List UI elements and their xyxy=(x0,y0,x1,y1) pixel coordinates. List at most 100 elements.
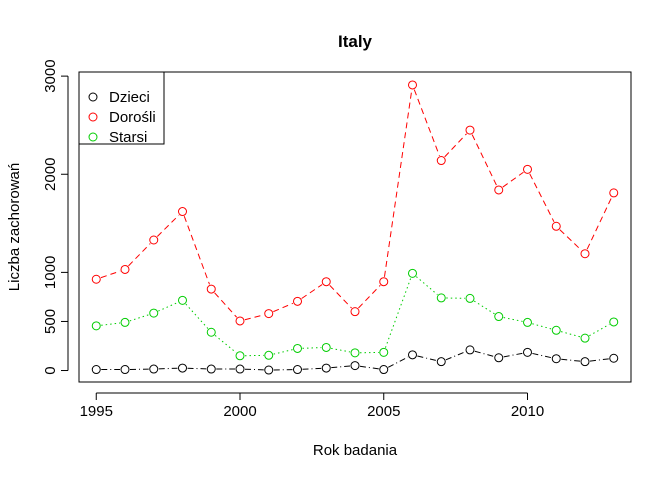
data-point xyxy=(178,363,187,373)
data-point xyxy=(408,80,417,90)
legend-label: Dorośli xyxy=(109,109,156,126)
series-line-segment xyxy=(474,350,495,357)
data-point xyxy=(551,354,561,364)
series-line-segment xyxy=(413,89,440,157)
data-point xyxy=(91,365,101,375)
series-line-segment xyxy=(185,303,209,329)
series-line-segment xyxy=(214,335,237,354)
series-line-segment xyxy=(183,216,210,285)
data-point xyxy=(494,312,504,322)
data-point xyxy=(379,277,389,287)
axes: 1995 2000 2005 2010 0 500 1000 2000 3000 xyxy=(42,59,544,420)
data-point xyxy=(609,317,619,327)
series-line-segment xyxy=(129,314,150,322)
series-line-segment xyxy=(559,229,582,251)
series-line-segment xyxy=(214,292,238,318)
series-line-segment xyxy=(156,214,180,237)
data-point xyxy=(235,351,245,361)
series-line-segment xyxy=(503,317,523,322)
series-line-segment xyxy=(100,270,121,279)
data-point xyxy=(551,221,561,231)
series-line-segment xyxy=(444,133,467,158)
data-point xyxy=(149,364,159,374)
data-point xyxy=(580,357,590,367)
data-point xyxy=(321,363,331,373)
series-line-segment xyxy=(244,368,264,371)
data-point xyxy=(408,350,417,360)
series-line-segment xyxy=(244,314,265,321)
series-line-segment xyxy=(187,367,207,370)
data-point xyxy=(293,365,302,375)
data-point xyxy=(494,185,504,195)
series-Dzieci xyxy=(91,345,619,375)
series-line-segment xyxy=(302,367,322,370)
series-line-segment xyxy=(502,171,524,188)
series-line-segment xyxy=(560,331,581,338)
x-tick-label: 2010 xyxy=(511,403,544,420)
data-point xyxy=(523,164,532,174)
data-point xyxy=(91,321,101,331)
series-line-segment xyxy=(532,352,552,359)
series-line-segment xyxy=(445,351,466,361)
data-point xyxy=(580,249,590,259)
y-tick-label: 500 xyxy=(42,309,59,334)
data-point xyxy=(206,327,216,337)
data-point xyxy=(178,295,187,305)
y-tick-label: 3000 xyxy=(42,59,59,92)
y-axis-label: Liczba zachorowań xyxy=(6,163,23,291)
series-line-segment xyxy=(471,134,498,186)
data-point xyxy=(293,343,302,353)
series-line-segment xyxy=(158,367,178,370)
legend-marker xyxy=(88,112,98,122)
data-point xyxy=(350,348,360,358)
series-line-segment xyxy=(301,284,323,299)
y-tick-label: 1000 xyxy=(42,256,59,289)
data-point xyxy=(408,268,417,278)
data-point xyxy=(436,357,446,367)
data-point xyxy=(149,308,159,318)
data-point xyxy=(264,309,274,319)
data-point xyxy=(580,333,590,343)
series-line-segment xyxy=(415,276,438,296)
data-point xyxy=(494,353,504,363)
x-axis-label: Rok badania xyxy=(313,442,398,459)
series-line-segment xyxy=(158,301,179,312)
chart-title: Italy xyxy=(338,32,373,51)
data-point xyxy=(465,293,475,303)
series-line-segment xyxy=(417,355,437,362)
series-line-segment xyxy=(503,352,523,358)
data-point xyxy=(206,364,216,374)
data-point xyxy=(379,347,389,357)
data-point xyxy=(149,235,159,245)
data-point xyxy=(235,316,245,326)
legend-marker xyxy=(88,132,98,142)
data-point xyxy=(178,207,187,217)
series-line-segment xyxy=(387,356,409,368)
series-line-segment xyxy=(586,197,613,250)
data-point xyxy=(293,296,302,306)
data-point xyxy=(321,342,331,352)
series-line-segment xyxy=(101,322,121,326)
legend-marker xyxy=(88,92,98,102)
data-point xyxy=(264,365,274,375)
series-line-segment xyxy=(331,347,351,353)
data-point xyxy=(609,353,619,363)
series-line-segment xyxy=(532,323,552,330)
data-point xyxy=(264,350,274,360)
data-point xyxy=(465,125,475,135)
series-Dorośli xyxy=(91,80,619,326)
series-line-segment xyxy=(358,284,381,309)
data-point xyxy=(551,325,561,335)
series-line-segment xyxy=(359,365,379,370)
data-point xyxy=(91,274,101,284)
legend-label: Starsi xyxy=(109,129,147,146)
x-tick-label: 1995 xyxy=(80,403,113,420)
data-point xyxy=(609,188,619,198)
data-point xyxy=(235,364,245,374)
data-point xyxy=(120,264,130,274)
data-point xyxy=(523,347,532,357)
series-line-segment xyxy=(589,358,609,362)
series-line-segment xyxy=(273,302,294,313)
data-point xyxy=(379,365,389,375)
